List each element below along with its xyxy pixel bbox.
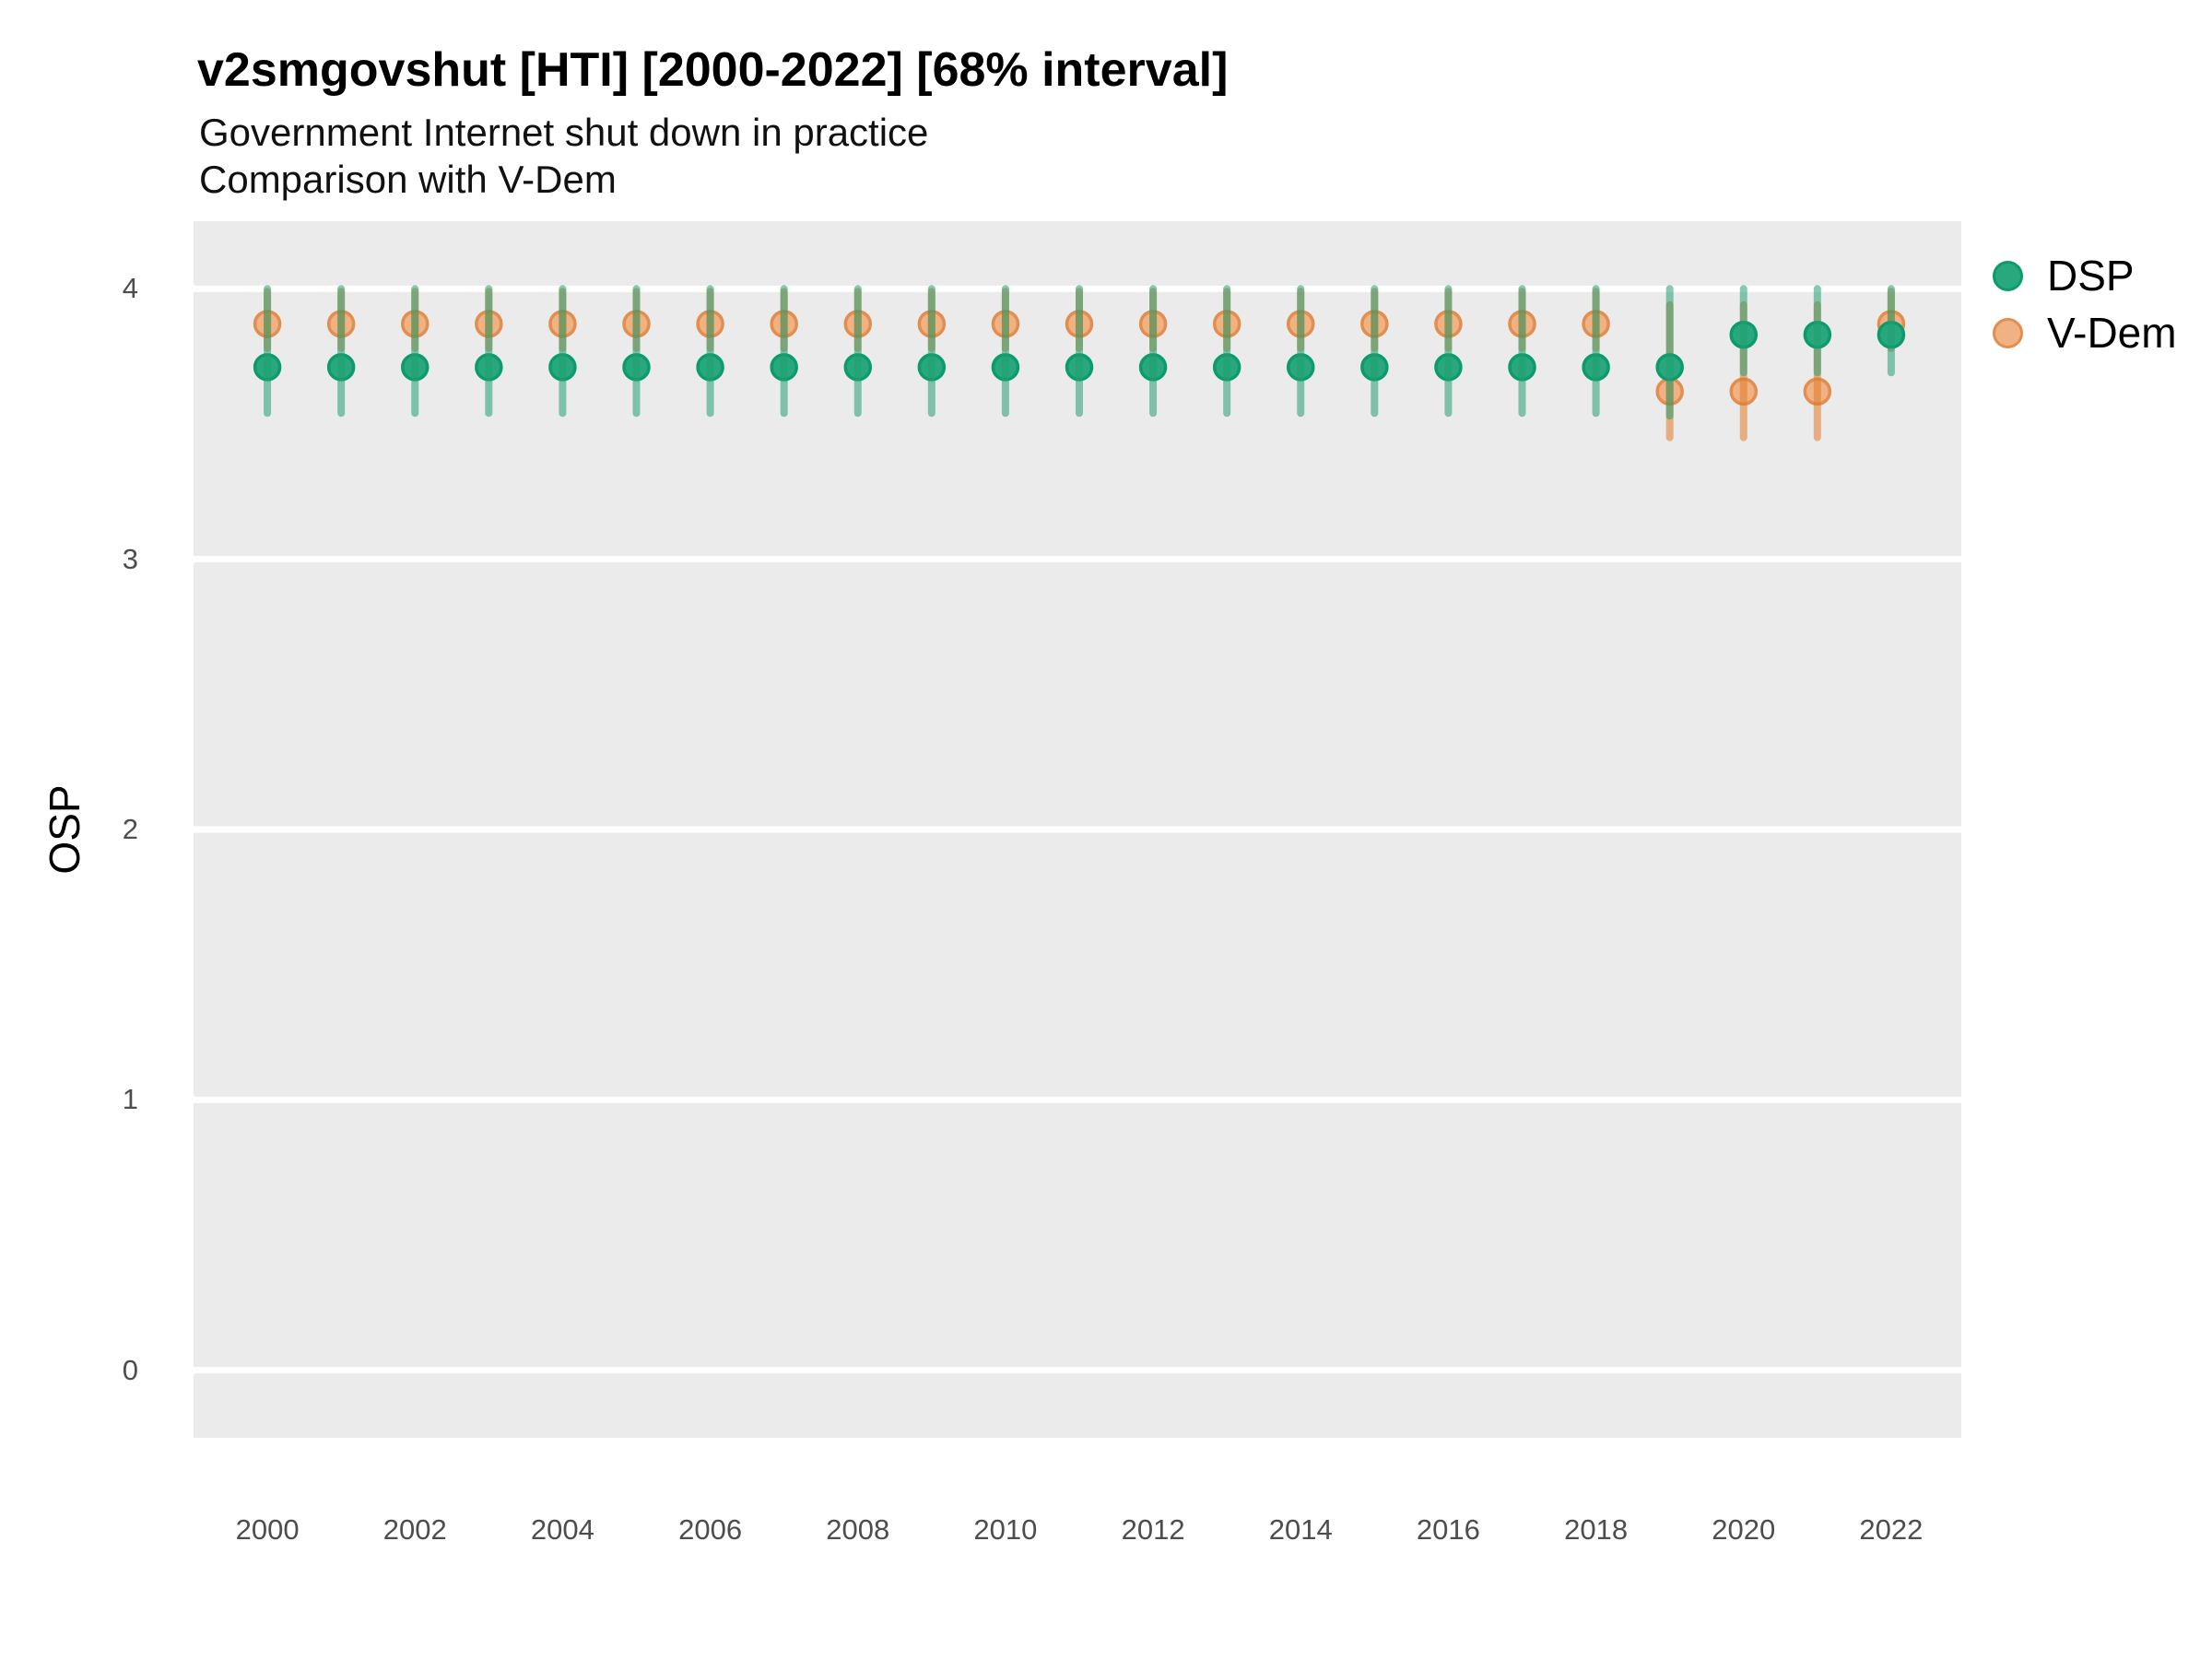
x-tick-label-2020: 2020 [1712,1513,1776,1546]
x-tick-label-2004: 2004 [530,1513,594,1546]
y-tick-label-1: 1 [122,1083,138,1116]
x-tick-label-2002: 2002 [382,1513,447,1546]
x-tick-label-2016: 2016 [1416,1513,1480,1546]
dsp-legend-label: DSP [2047,252,2135,300]
chart-title: v2smgovshut [HTI] [2000-2022] [68% inter… [197,43,1229,97]
x-tick-label-2008: 2008 [826,1513,890,1546]
legend-item-dsp: DSP [1993,247,2177,304]
plot-svg [194,221,1961,1438]
x-tick-label-2006: 2006 [678,1513,743,1546]
chart-subtitle-line1: Government Internet shut down in practic… [199,111,929,154]
x-tick-label-2022: 2022 [1859,1513,1924,1546]
legend-item-vdem: V-Dem [1993,304,2177,361]
chart-subtitle-line2: Comparison with V-Dem [199,158,617,201]
x-tick-label-2000: 2000 [235,1513,300,1546]
vdem-legend-label: V-Dem [2047,309,2177,357]
x-tick-label-2018: 2018 [1564,1513,1629,1546]
vdem-legend-swatch-icon [1993,317,2023,348]
y-tick-label-0: 0 [122,1353,138,1386]
dsp-legend-swatch-icon [1993,260,2023,291]
y-tick-label-2: 2 [122,813,138,845]
x-tick-label-2012: 2012 [1121,1513,1185,1546]
x-tick-label-2010: 2010 [973,1513,1038,1546]
y-tick-label-3: 3 [122,542,138,575]
x-tick-label-2014: 2014 [1268,1513,1333,1546]
y-tick-label-4: 4 [122,272,138,305]
legend: DSP V-Dem [1993,247,2177,361]
